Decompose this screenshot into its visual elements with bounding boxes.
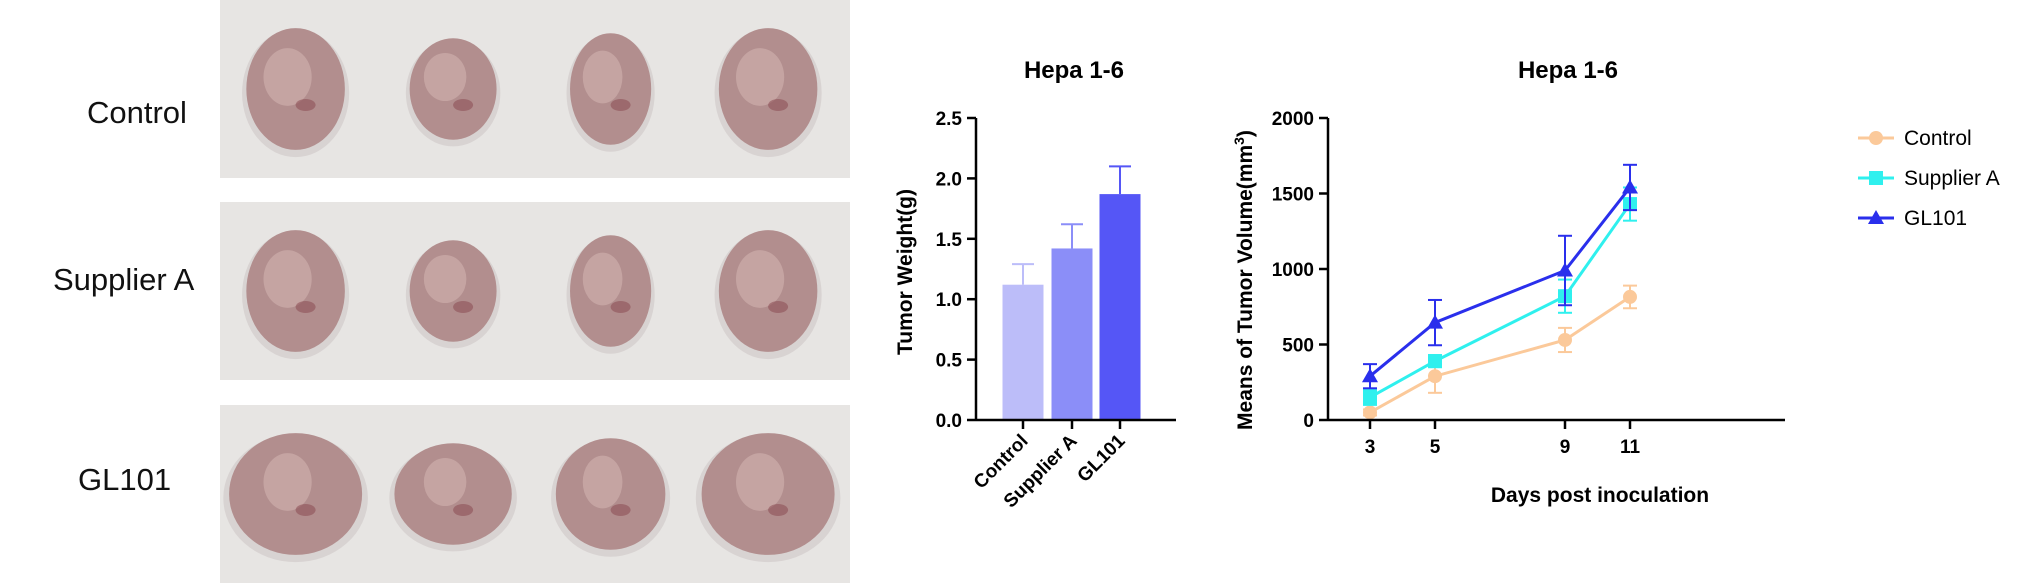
bar-chart-title: Hepa 1-6 xyxy=(1024,57,1124,84)
tumor-specimen xyxy=(714,230,822,360)
tumor-specimen xyxy=(551,438,671,557)
legend-marker xyxy=(1869,171,1883,185)
line-chart-y-label: Means of Tumor Volume(mm3) xyxy=(1231,130,1257,430)
tumor-vessel xyxy=(610,301,631,313)
line-chart-legend: Control Supplier A GL101 xyxy=(1858,127,2000,230)
bar-x-tick-label: GL101 xyxy=(1074,430,1130,486)
bar-y-tick-label: 1.5 xyxy=(936,230,963,251)
tumor-highlight xyxy=(736,48,785,106)
tumor-highlight xyxy=(263,48,312,106)
series-line xyxy=(1369,203,1632,399)
tumor-specimen xyxy=(389,443,517,552)
data-point xyxy=(1557,262,1573,277)
tumor-highlight xyxy=(736,453,785,511)
data-point xyxy=(1558,332,1572,347)
row-label-supplier-a: Supplier A xyxy=(53,262,195,297)
tumor-highlight xyxy=(582,50,623,104)
line-y-tick-label: 1000 xyxy=(1272,260,1314,281)
row-label-gl101: GL101 xyxy=(78,462,172,497)
tumor-vessel xyxy=(295,504,316,516)
data-point xyxy=(1428,354,1442,369)
series-line xyxy=(1369,186,1632,378)
line-y-tick-label: 1500 xyxy=(1272,185,1314,206)
bar-y-tick-label: 2.5 xyxy=(936,109,963,130)
legend-marker xyxy=(1869,131,1883,145)
tumor-vessel xyxy=(768,504,789,516)
bar xyxy=(1002,284,1044,420)
tumor-specimen xyxy=(242,230,350,360)
tumor-highlight xyxy=(423,52,467,102)
bar xyxy=(1099,194,1141,420)
tumor-specimen xyxy=(242,28,350,158)
data-point xyxy=(1623,289,1637,304)
line-y-tick-label: 2000 xyxy=(1272,109,1314,130)
tumor-photo-gl101 xyxy=(220,405,850,583)
tumor-specimen xyxy=(405,38,501,147)
series-line xyxy=(1369,295,1631,414)
legend-label: Supplier A xyxy=(1904,167,2000,190)
bar-chart-y-label: Tumor Weight(g) xyxy=(894,189,917,355)
tumor-vessel xyxy=(610,504,631,516)
tumor-specimen xyxy=(714,28,822,158)
tumor-photo-supplier-a xyxy=(220,202,850,380)
tumor-vessel xyxy=(295,99,316,111)
tumor-vessel xyxy=(453,504,474,516)
tumor-highlight xyxy=(423,254,467,304)
line-x-tick-label: 3 xyxy=(1365,437,1376,458)
tumor-volume-line-chart: Hepa 1-6 Means of Tumor Volume(mm3) Days… xyxy=(1231,57,2000,507)
legend-marker xyxy=(1868,210,1884,224)
tumor-vessel xyxy=(453,99,474,111)
line-chart-x-label: Days post inoculation xyxy=(1491,484,1709,507)
bar xyxy=(1051,248,1093,420)
tumor-highlight xyxy=(263,250,312,308)
data-point xyxy=(1622,179,1638,194)
tumor-vessel xyxy=(610,99,631,111)
legend-item: Control xyxy=(1858,127,1972,150)
row-label-control: Control xyxy=(87,95,187,130)
line-x-tick-label: 11 xyxy=(1620,437,1641,458)
data-point xyxy=(1428,369,1442,384)
tumor-specimen xyxy=(223,433,368,563)
bar-y-tick-label: 0.0 xyxy=(936,411,962,432)
data-point xyxy=(1363,405,1377,420)
bar-y-tick-label: 0.5 xyxy=(936,351,963,372)
line-y-tick-label: 0 xyxy=(1303,411,1314,432)
tumor-photo-control xyxy=(220,0,850,178)
bar-y-tick-label: 1.0 xyxy=(936,290,962,311)
legend-label: Control xyxy=(1904,127,1972,150)
data-point xyxy=(1362,368,1378,383)
tumor-highlight xyxy=(582,252,623,306)
tumor-specimen xyxy=(566,235,655,354)
tumor-specimen xyxy=(405,240,501,349)
tumor-highlight xyxy=(263,453,312,511)
line-y-tick-label: 500 xyxy=(1282,336,1314,357)
tumor-specimen xyxy=(566,33,655,152)
tumor-highlight xyxy=(736,250,785,308)
line-x-tick-label: 9 xyxy=(1560,437,1571,458)
data-point xyxy=(1427,314,1443,329)
data-point xyxy=(1363,390,1377,405)
legend-item: Supplier A xyxy=(1858,167,2000,190)
legend-label: GL101 xyxy=(1904,207,1967,230)
tumor-vessel xyxy=(295,301,316,313)
tumor-photo-panel: Control Supplier A GL101 xyxy=(0,0,860,583)
tumor-highlight xyxy=(423,457,467,507)
tumor-vessel xyxy=(453,301,474,313)
tumor-highlight xyxy=(582,455,623,509)
bar-y-tick-label: 2.0 xyxy=(936,169,962,190)
line-chart-title: Hepa 1-6 xyxy=(1518,57,1618,84)
tumor-vessel xyxy=(768,99,789,111)
line-x-tick-label: 5 xyxy=(1430,437,1441,458)
tumor-weight-bar-chart: Hepa 1-6 Tumor Weight(g) 0.0 0.5 1.0 1.5 2.0… xyxy=(894,57,1176,512)
tumor-specimen xyxy=(695,433,841,563)
legend-item: GL101 xyxy=(1858,207,1967,230)
tumor-vessel xyxy=(768,301,789,313)
